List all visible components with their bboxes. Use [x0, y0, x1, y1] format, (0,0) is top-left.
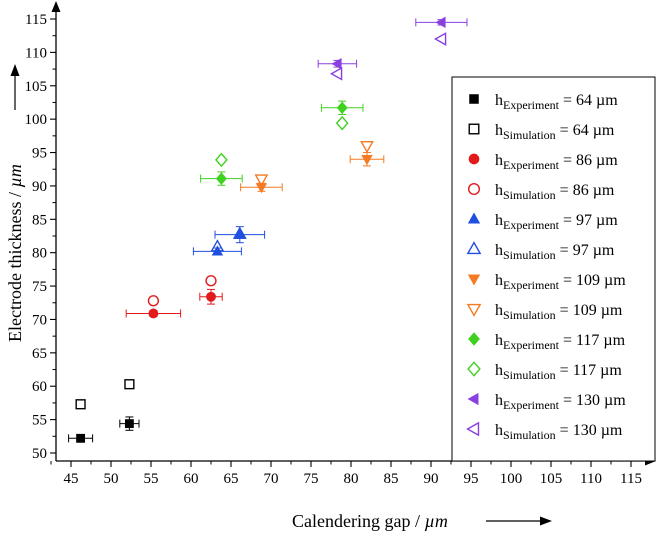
simulation-point	[433, 32, 447, 46]
x-tick-label: 50	[104, 471, 119, 487]
legend-marker	[467, 182, 481, 196]
experiment-point	[331, 58, 342, 70]
y-tick-label: 105	[25, 79, 48, 95]
experiment-point	[255, 183, 268, 194]
simulation-point	[232, 226, 247, 239]
simulation-point	[75, 399, 86, 410]
simulation-point	[335, 115, 349, 131]
x-tick-label: 115	[620, 471, 642, 487]
legend-marker	[468, 332, 480, 346]
x-tick-label: 75	[304, 471, 319, 487]
x-tick-label: 80	[344, 471, 359, 487]
x-tick-label: 65	[224, 471, 239, 487]
experiment-point	[206, 291, 216, 302]
legend-marker	[469, 94, 479, 104]
x-axis-ticks: 45 50 55 60 65 70 75 80 85 90 95 100 105 110 115	[50, 461, 642, 487]
experiment-point	[234, 228, 246, 239]
y-tick-label: 60	[32, 379, 47, 395]
legend-entry: hExperiment = 97 µm	[495, 212, 618, 232]
x-tick-label: 105	[540, 471, 563, 487]
simulation-point	[147, 295, 160, 307]
x-axis-title: Calendering gap / µm	[292, 511, 448, 531]
legend-marker	[467, 274, 481, 286]
legend-marker	[468, 153, 480, 165]
legend-entry: hSimulation = 97 µm	[495, 242, 615, 262]
x-tick-label: 60	[184, 471, 199, 487]
y-tick-label: 75	[32, 279, 47, 295]
y-tick-label: 90	[32, 179, 47, 195]
simulation-point	[205, 275, 217, 287]
y-axis-ticks: 50 55 60 65 70 75 80 85 90 95 100 105 110 115	[25, 12, 56, 462]
error-bars	[68, 18, 468, 443]
legend-marker	[466, 241, 482, 255]
experiment-point	[124, 419, 134, 429]
experiment-point	[435, 16, 446, 29]
legend-marker	[466, 421, 480, 437]
legend-marker	[467, 212, 481, 224]
y-tick-label: 95	[32, 146, 47, 162]
y-tick-label: 110	[25, 45, 47, 61]
legend-entry: hSimulation = 109 µm	[495, 302, 623, 322]
legend-entry: hExperiment = 130 µm	[495, 392, 626, 412]
x-tick-label: 55	[144, 471, 159, 487]
y-axis-arrowhead	[51, 1, 61, 12]
experiment-point	[148, 308, 159, 319]
legend: hExperiment = 64 µm hSimulation = 64 µm hE…	[451, 76, 656, 462]
legend-box	[451, 76, 656, 462]
legend-marker	[467, 392, 479, 406]
experiment-point	[76, 433, 86, 443]
simulation-point	[215, 152, 228, 168]
experiment-point	[336, 101, 348, 115]
legend-entry: hExperiment = 109 µm	[495, 272, 626, 292]
simulation-point	[124, 379, 135, 390]
y-tick-label: 80	[32, 246, 47, 262]
y-tick-label: 100	[25, 112, 48, 128]
x-tick-label: 45	[64, 471, 79, 487]
y-axis-title-arrowhead	[10, 64, 20, 76]
y-tick-label: 85	[32, 212, 47, 228]
x-tick-label: 100	[500, 471, 523, 487]
legend-entry: hSimulation = 64 µm	[495, 122, 615, 142]
legend-entry: hExperiment = 117 µm	[495, 332, 626, 352]
x-tick-label: 110	[580, 471, 602, 487]
legend-marker	[467, 361, 481, 377]
x-tick-label: 90	[424, 471, 439, 487]
simulation-point	[254, 174, 269, 187]
x-tick-label: 95	[464, 471, 479, 487]
legend-entry: hExperiment = 64 µm	[495, 92, 618, 112]
y-tick-label: 65	[32, 346, 47, 362]
legend-marker	[466, 303, 482, 317]
legend-entry: hSimulation = 130 µm	[495, 422, 623, 442]
experiment-point	[361, 155, 373, 166]
y-tick-label: 70	[32, 312, 47, 328]
data-markers	[75, 16, 447, 443]
legend-entry: hExperiment = 86 µm	[495, 152, 618, 172]
legend-marker	[468, 123, 480, 135]
y-axis-title: Electrode thickness / µm	[5, 164, 25, 342]
y-tick-label: 115	[25, 12, 47, 28]
experiment-point	[215, 172, 227, 185]
simulation-point	[329, 66, 343, 81]
x-tick-label: 70	[264, 471, 279, 487]
y-tick-label: 50	[32, 446, 47, 462]
x-tick-label: 85	[384, 471, 399, 487]
x-axis-title-arrowhead	[540, 516, 552, 526]
simulation-point	[360, 141, 374, 154]
y-tick-label: 55	[32, 413, 47, 429]
legend-entry: hSimulation = 86 µm	[495, 182, 615, 202]
simulation-point	[210, 239, 225, 252]
legend-entry: hSimulation = 117 µm	[495, 362, 622, 382]
